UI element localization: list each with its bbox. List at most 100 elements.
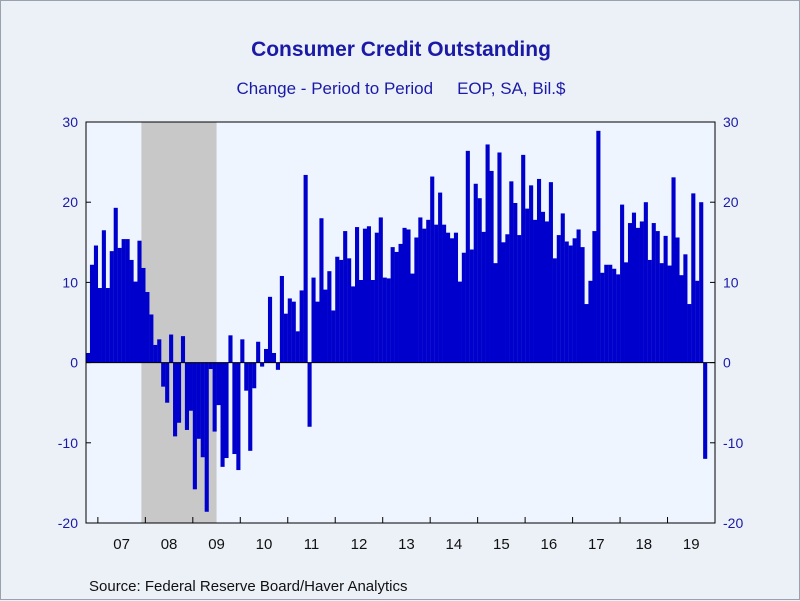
bar bbox=[548, 182, 553, 363]
bar bbox=[497, 152, 502, 363]
bar bbox=[671, 177, 676, 363]
x-tick-label: 13 bbox=[398, 536, 415, 553]
bar bbox=[639, 221, 644, 363]
bar bbox=[97, 288, 102, 363]
bar bbox=[256, 341, 261, 363]
bar bbox=[264, 348, 269, 363]
bar bbox=[695, 280, 700, 363]
bar bbox=[343, 231, 348, 363]
x-tick-label: 12 bbox=[351, 536, 368, 553]
bar bbox=[659, 263, 664, 363]
bar bbox=[113, 207, 118, 363]
bar bbox=[335, 256, 340, 363]
bar bbox=[165, 362, 170, 403]
bar bbox=[683, 254, 688, 363]
y-tick-label-right: 0 bbox=[723, 355, 731, 371]
bar bbox=[453, 232, 459, 363]
bar bbox=[675, 237, 680, 363]
bar bbox=[121, 239, 126, 363]
bar bbox=[438, 192, 443, 363]
bar bbox=[461, 252, 466, 363]
bar bbox=[580, 247, 585, 363]
bar bbox=[513, 203, 518, 363]
bar bbox=[667, 265, 672, 363]
bar bbox=[529, 185, 534, 363]
bar bbox=[604, 264, 609, 363]
bar bbox=[398, 243, 403, 363]
bar bbox=[588, 280, 593, 363]
bar bbox=[176, 362, 182, 423]
bar bbox=[600, 272, 605, 363]
bar bbox=[608, 264, 613, 363]
bar bbox=[196, 362, 201, 439]
bar bbox=[153, 344, 158, 363]
bar bbox=[370, 279, 375, 363]
x-tick-label: 09 bbox=[208, 536, 225, 553]
bar bbox=[687, 304, 692, 363]
bar bbox=[149, 314, 154, 363]
bar bbox=[200, 362, 205, 458]
bar bbox=[327, 271, 332, 363]
bar bbox=[355, 227, 360, 363]
bar bbox=[319, 218, 324, 363]
bar bbox=[572, 238, 577, 363]
bar bbox=[390, 247, 395, 363]
bar bbox=[358, 279, 364, 363]
x-tick-label: 15 bbox=[493, 536, 510, 553]
y-tick-label-left: 10 bbox=[62, 274, 78, 290]
bar bbox=[596, 130, 601, 363]
y-tick-label-right: -20 bbox=[723, 515, 743, 531]
bar bbox=[366, 226, 371, 363]
bar bbox=[125, 239, 130, 363]
bar bbox=[406, 229, 411, 363]
subtitle-change: Change - Period to Period bbox=[236, 79, 434, 98]
bar bbox=[311, 277, 316, 363]
bar bbox=[624, 262, 629, 363]
bar bbox=[501, 242, 506, 363]
bar bbox=[279, 275, 284, 363]
bar bbox=[295, 331, 300, 363]
bar bbox=[643, 202, 648, 363]
bar bbox=[647, 259, 652, 363]
bar bbox=[703, 362, 708, 459]
bar bbox=[86, 352, 91, 363]
subtitle-units: EOP, SA, Bil.$ bbox=[457, 79, 566, 98]
bar bbox=[331, 310, 336, 363]
bar bbox=[442, 224, 447, 363]
bar bbox=[651, 223, 656, 363]
plot-border bbox=[85, 121, 716, 524]
bar bbox=[137, 240, 142, 363]
bar bbox=[477, 198, 482, 363]
bar bbox=[592, 231, 597, 363]
source-note: Source: Federal Reserve Board/Haver Anal… bbox=[89, 578, 408, 595]
bar bbox=[240, 339, 245, 363]
bar bbox=[291, 301, 296, 363]
bar bbox=[620, 204, 625, 363]
bar bbox=[533, 219, 538, 363]
bar bbox=[418, 217, 423, 363]
bar bbox=[556, 235, 561, 363]
bar bbox=[434, 224, 439, 363]
x-tick-label: 10 bbox=[256, 536, 273, 553]
bar bbox=[109, 251, 114, 363]
bar bbox=[188, 362, 193, 411]
bar bbox=[552, 258, 557, 363]
bar bbox=[521, 154, 526, 363]
bar bbox=[430, 176, 435, 363]
bar bbox=[101, 230, 106, 363]
bar bbox=[536, 178, 542, 363]
bar bbox=[612, 268, 617, 363]
bar bbox=[224, 362, 229, 459]
bar bbox=[157, 339, 162, 363]
bar bbox=[386, 278, 391, 363]
bar bbox=[489, 170, 494, 363]
bar bbox=[473, 183, 478, 363]
bar bbox=[481, 231, 486, 363]
bar bbox=[145, 292, 150, 363]
bar bbox=[394, 251, 399, 363]
bar bbox=[192, 362, 197, 490]
bar bbox=[655, 231, 660, 363]
bar bbox=[212, 362, 217, 432]
bar bbox=[220, 362, 225, 467]
bar bbox=[283, 313, 288, 363]
